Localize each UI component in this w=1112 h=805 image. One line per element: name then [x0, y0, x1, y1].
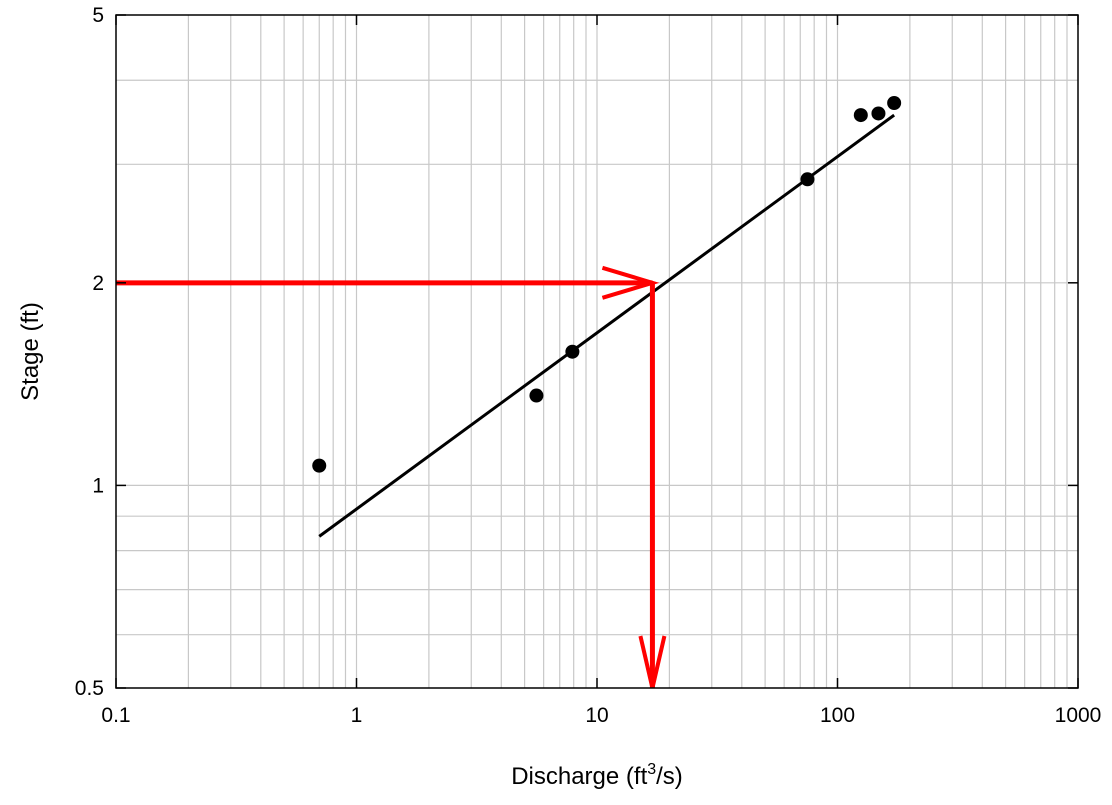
axis-ticks — [115, 14, 1079, 689]
fit-line-group — [318, 113, 896, 538]
y-tick-label: 2 — [92, 272, 104, 295]
x-tick-label: 10 — [585, 704, 608, 727]
data-point — [887, 96, 902, 111]
data-points — [312, 96, 902, 473]
x-tick-label: 100 — [820, 704, 855, 727]
y-tick-labels: 0.5 1 2 5 — [75, 4, 104, 700]
x-tick-label: 1000 — [1055, 704, 1102, 727]
y-tick-label: 0.5 — [75, 677, 104, 700]
x-tick-labels: 0.1 1 10 100 1000 — [101, 704, 1101, 727]
data-point — [800, 172, 815, 187]
fit-line — [318, 113, 896, 538]
x-tick-label: 1 — [351, 704, 363, 727]
data-point — [871, 106, 886, 121]
x-axis-title: Discharge (ft3/s) — [511, 761, 683, 790]
y-tick-label: 1 — [92, 474, 104, 497]
data-point — [312, 458, 327, 473]
data-point — [529, 388, 544, 403]
annotation-arrows — [116, 265, 667, 689]
data-point — [565, 344, 580, 359]
data-point — [853, 108, 868, 123]
x-tick-label: 0.1 — [101, 704, 130, 727]
y-tick-label: 5 — [92, 4, 104, 27]
y-axis-title: Stage (ft) — [17, 302, 44, 401]
grid — [116, 15, 1078, 688]
